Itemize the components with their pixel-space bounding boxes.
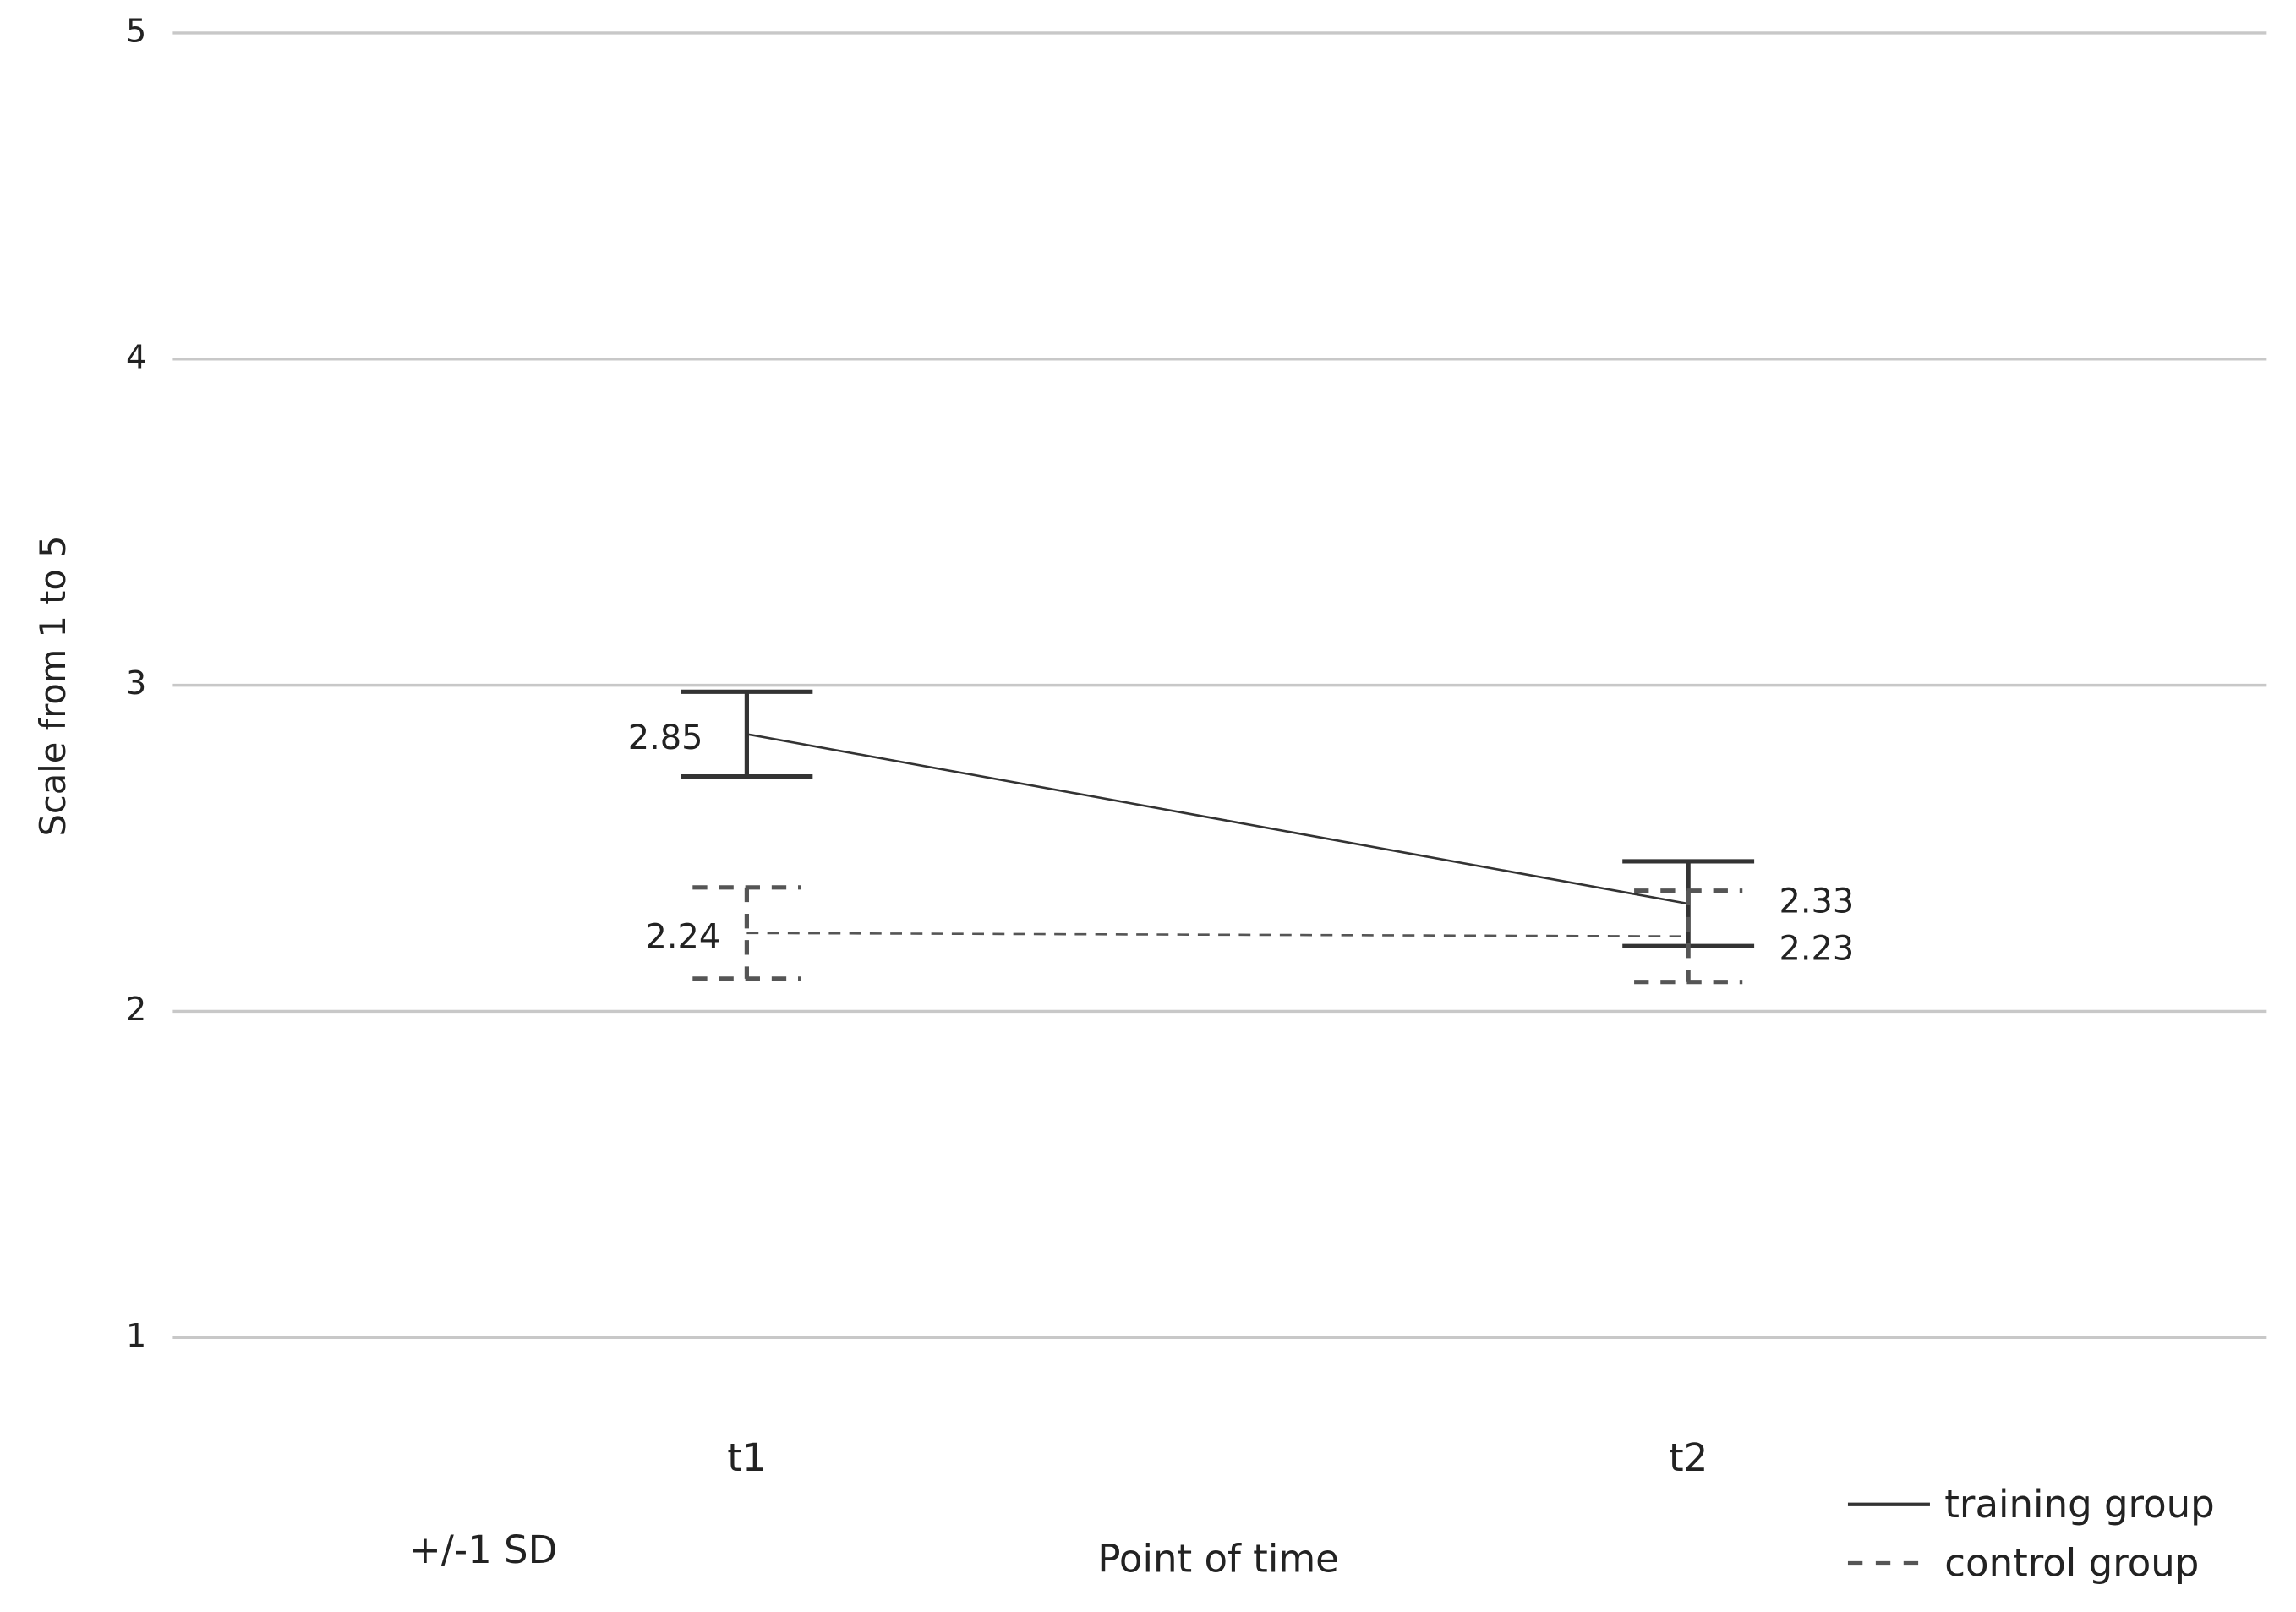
error-bar xyxy=(692,885,801,981)
value-label: 2.23 xyxy=(1779,930,1855,969)
y-tick-label: 4 xyxy=(126,338,146,375)
series-line xyxy=(746,932,1689,937)
value-label: 2.33 xyxy=(1779,883,1855,921)
error-bar xyxy=(1634,888,1743,985)
x-tick-label: t2 xyxy=(1669,1435,1708,1480)
y-tick-label: 2 xyxy=(126,991,146,1028)
y-tick-label: 3 xyxy=(126,664,146,702)
error-bar xyxy=(681,689,813,779)
value-label: 2.85 xyxy=(628,719,703,757)
x-axis-label: Point of time xyxy=(1097,1536,1338,1581)
legend-label: training group xyxy=(1944,1482,2214,1527)
legend-label: control group xyxy=(1944,1540,2199,1585)
series-line xyxy=(746,733,1689,905)
y-tick-label: 5 xyxy=(126,12,146,49)
y-tick-label: 1 xyxy=(126,1317,146,1354)
y-axis-label: Scale from 1 to 5 xyxy=(32,535,74,836)
x-tick-label: t1 xyxy=(727,1435,766,1480)
annotation: +/-1 SD xyxy=(409,1527,557,1572)
value-label: 2.24 xyxy=(646,917,721,956)
